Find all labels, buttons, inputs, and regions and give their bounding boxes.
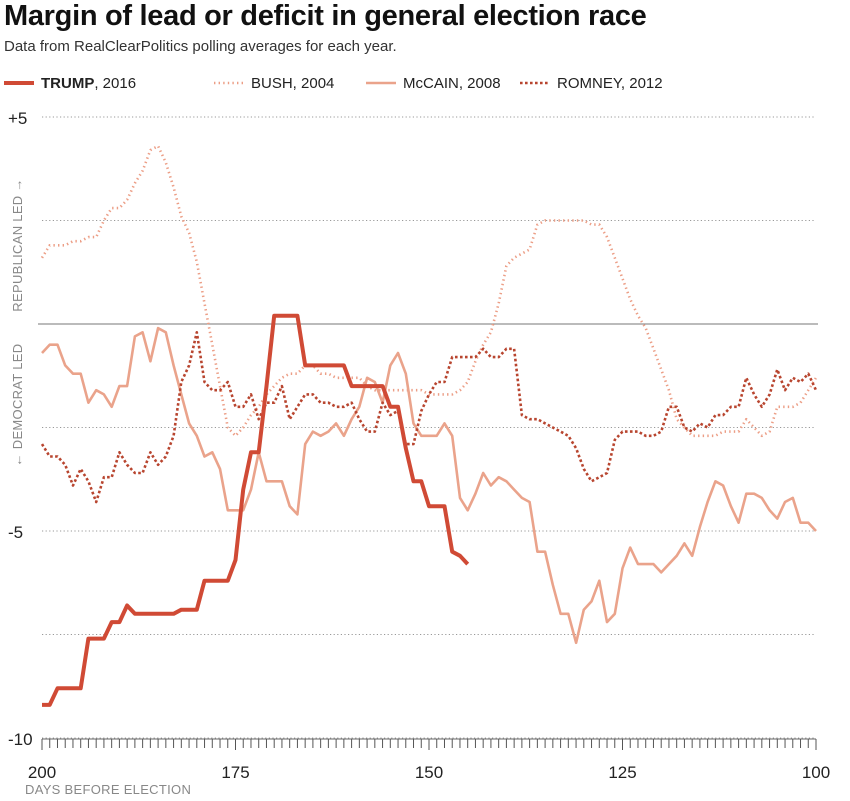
- y-axis-title-republican: REPUBLICAN LED →: [10, 178, 25, 311]
- x-axis: 200 175 150 125 100: [28, 738, 830, 782]
- y-axis-title-democrat: ← DEMOCRAT LED: [10, 344, 25, 467]
- legend-label-mccain: McCAIN, 2008: [403, 75, 501, 92]
- y-tick-label: +5: [8, 109, 27, 128]
- x-tick-label: 150: [415, 763, 443, 782]
- series-line-bush: [40, 144, 818, 438]
- legend-label-bush: BUSH, 2004: [251, 75, 334, 92]
- legend-label-romney: ROMNEY, 2012: [557, 75, 663, 92]
- y-tick-label: -10: [8, 730, 33, 749]
- series-line-trump: [42, 313, 470, 707]
- x-tick-label: 100: [802, 763, 830, 782]
- legend-label-trump: TRUMP, 2016: [41, 75, 136, 92]
- series-line-romney: [40, 331, 818, 504]
- chart-subtitle: Data from RealClearPolitics polling aver…: [4, 38, 397, 55]
- x-tick-label: 200: [28, 763, 56, 782]
- x-axis-title: DAYS BEFORE ELECTION: [25, 782, 191, 797]
- y-tick-label: -5: [8, 523, 23, 542]
- x-tick-label: 125: [608, 763, 636, 782]
- gridlines: +5 -5 -10: [8, 109, 818, 749]
- y-axis-titles: REPUBLICAN LED → ← DEMOCRAT LED: [10, 178, 25, 466]
- series-line-mccain: [41, 326, 817, 645]
- chart-title: Margin of lead or deficit in general ele…: [4, 0, 647, 32]
- x-tick-label: 175: [221, 763, 249, 782]
- series-lines: [40, 144, 818, 707]
- legend: TRUMP, 2016 BUSH, 2004 McCAIN, 2008 ROMNEY,…: [4, 75, 663, 92]
